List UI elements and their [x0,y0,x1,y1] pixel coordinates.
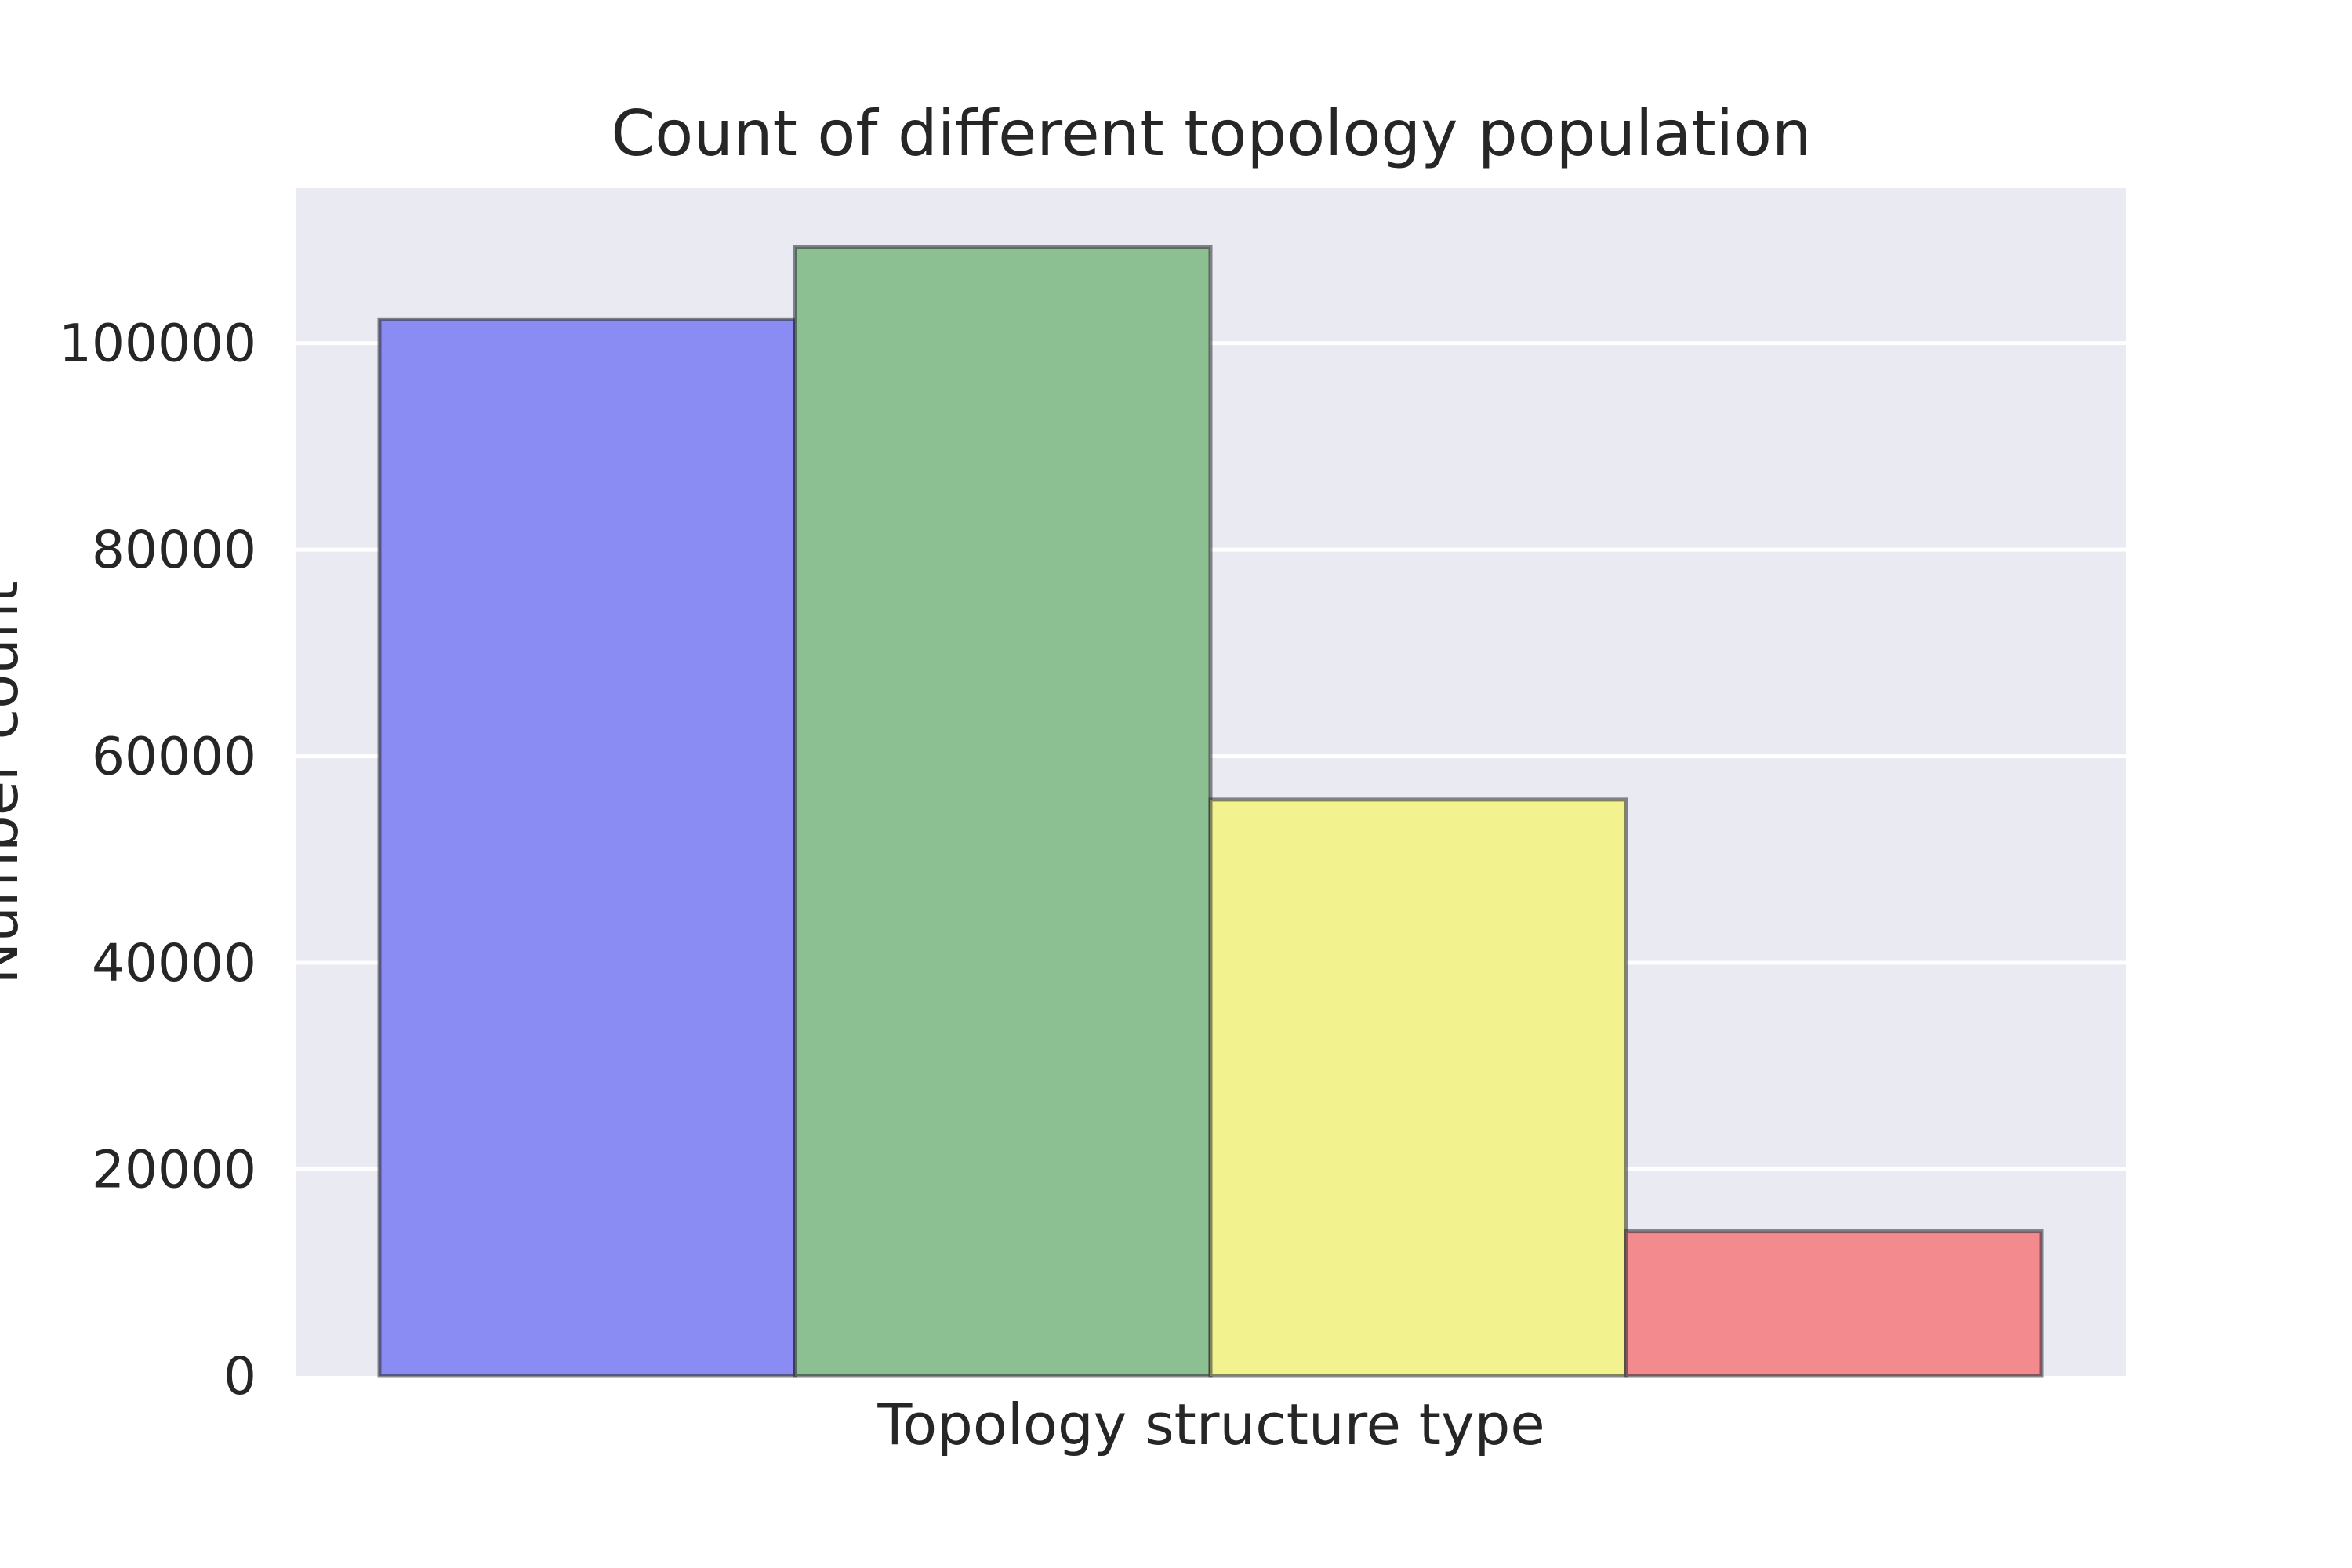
y-tick-label: 40000 [92,933,256,993]
x-axis-label: Topology structure type [877,1392,1544,1457]
y-tick-label: 100000 [59,314,256,374]
y-tick-label: 80000 [92,520,256,580]
chart-title: Count of different topology population [611,97,1811,170]
bar [377,317,797,1378]
bar [793,245,1213,1378]
bar [1624,1229,2044,1378]
y-axis-label: Number count [0,580,31,984]
bars [377,245,2044,1378]
y-tick-labels: 0 20000 40000 60000 80000 100000 [59,314,256,1406]
y-tick-label: 60000 [92,727,256,787]
bar [1208,797,1628,1378]
y-tick-label: 0 [223,1346,256,1406]
y-tick-label: 20000 [92,1140,256,1200]
